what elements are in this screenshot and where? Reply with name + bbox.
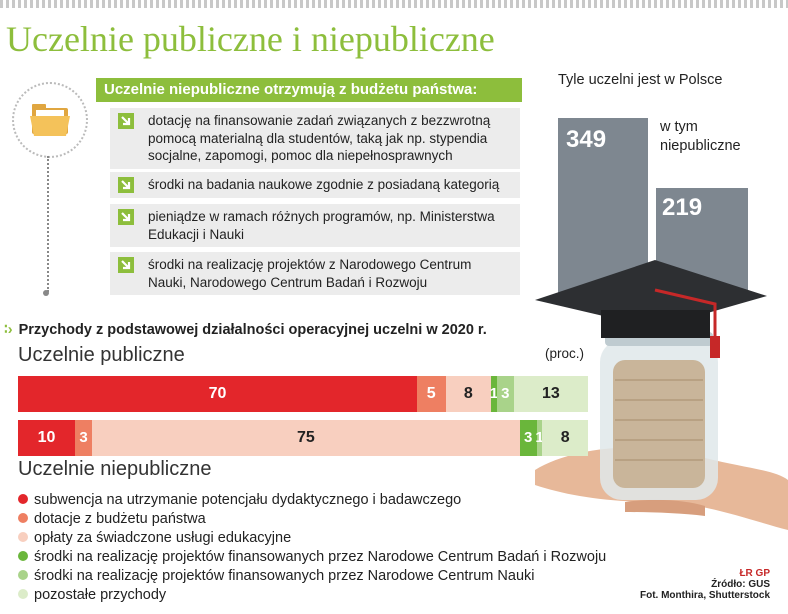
info-item: pieniądze w ramach różnych programów, np…	[110, 204, 520, 247]
bar-segment	[75, 420, 93, 456]
category-label-private: Uczelnie niepubliczne	[18, 458, 212, 480]
info-item-text: środki na realizację projektów z Narodow…	[148, 257, 472, 290]
connector-line	[47, 156, 49, 292]
bullet-icon: ∶›	[4, 322, 13, 338]
legend-item: subwencja na utrzymanie potencjału dydak…	[18, 492, 461, 508]
legend-swatch	[18, 532, 28, 542]
data-label: 1	[535, 429, 544, 446]
info-item: środki na realizację projektów z Narodow…	[110, 252, 520, 295]
bar-segment	[92, 420, 520, 456]
credit: ŁR GP Źródło: GUS Fot. Monthira, Shutter…	[640, 568, 770, 601]
bar-segment	[496, 376, 514, 412]
legend-label: środki na realizację projektów finansowa…	[34, 549, 607, 565]
legend-swatch	[18, 494, 28, 504]
chart-title: ∶› Przychody z podstawowej działalności o…	[4, 322, 487, 338]
category-label-public: Uczelnie publiczne	[18, 344, 185, 366]
legend-swatch	[18, 570, 28, 580]
legend-swatch	[18, 551, 28, 561]
data-label: 5	[426, 385, 436, 402]
bar-segment	[445, 376, 492, 412]
info-item-text: środki na badania naukowe zgodnie z posi…	[148, 177, 500, 192]
bar-segment	[417, 376, 446, 412]
legend-label: środki na realizację projektów finansowa…	[34, 568, 535, 584]
bar-segment	[18, 420, 75, 456]
info-item-text: dotację na finansowanie zadań związanych…	[148, 113, 491, 163]
data-label: 75	[296, 429, 315, 446]
total-value: 349	[566, 126, 607, 153]
bar-segment	[536, 420, 543, 456]
data-label: 3	[523, 429, 533, 446]
legend-swatch	[18, 513, 28, 523]
legend-item: pozostałe przychody	[18, 587, 166, 603]
bar-segment	[513, 376, 588, 412]
folder-icon	[12, 82, 88, 158]
legend-label: dotacje z budżetu państwa	[34, 511, 206, 527]
page-title: Uczelnie publiczne i niepubliczne	[6, 19, 495, 59]
data-label: 8	[463, 385, 473, 402]
legend-item: opłaty za świadczone usługi edukacyjne	[18, 530, 291, 546]
data-label: 10	[37, 429, 56, 446]
info-header: Uczelnie niepubliczne otrzymują z budżet…	[96, 78, 522, 102]
bar-segment	[18, 376, 417, 412]
data-label: 3	[501, 385, 510, 402]
legend-item: środki na realizację projektów finansowa…	[18, 568, 534, 584]
total-label: Tyle uczelni jest w Polsce	[558, 72, 723, 88]
data-label: 70	[208, 385, 227, 402]
private-count-label: w tym niepubliczne	[660, 119, 741, 154]
legend-label: pozostałe przychody	[34, 587, 167, 603]
source-text: Źródło: GUS	[711, 579, 770, 590]
bar-row-private: 10 3 75 3 1 8	[18, 420, 588, 456]
bar-segment	[542, 420, 588, 456]
legend-label: subwencja na utrzymanie potencjału dydak…	[34, 492, 462, 508]
arrow-icon	[118, 209, 134, 225]
data-label: 1	[489, 385, 499, 402]
unit-label: (proc.)	[545, 346, 585, 361]
legend-label: opłaty za świadczone usługi edukacyjne	[34, 530, 292, 546]
private-value: 219	[662, 194, 703, 221]
bar-row-public: 70 5 8 1 3 13	[18, 376, 588, 412]
bar-segment	[519, 420, 537, 456]
legend-swatch	[18, 589, 28, 599]
info-item: dotację na finansowanie zadań związanych…	[110, 108, 520, 169]
logo: ŁR GP	[739, 568, 770, 579]
arrow-icon	[118, 177, 134, 193]
top-rule	[0, 0, 788, 8]
data-label: 13	[542, 385, 560, 402]
legend-item: środki na realizację projektów finansowa…	[18, 549, 606, 565]
graduation-jar-image	[535, 260, 788, 530]
legend-item: dotacje z budżetu państwa	[18, 511, 206, 527]
data-label: 8	[560, 429, 570, 446]
photo-credit: Fot. Monthira, Shutterstock	[640, 590, 770, 601]
arrow-icon	[118, 113, 134, 129]
info-item: środki na badania naukowe zgodnie z posi…	[110, 172, 520, 198]
chart-title-text: Przychody z podstawowej działalności ope…	[18, 322, 487, 338]
info-item-text: pieniądze w ramach różnych programów, np…	[148, 209, 495, 242]
bar-segment	[491, 376, 497, 412]
data-label: 3	[79, 429, 88, 446]
arrow-icon	[118, 257, 134, 273]
connector-dot	[43, 290, 49, 296]
